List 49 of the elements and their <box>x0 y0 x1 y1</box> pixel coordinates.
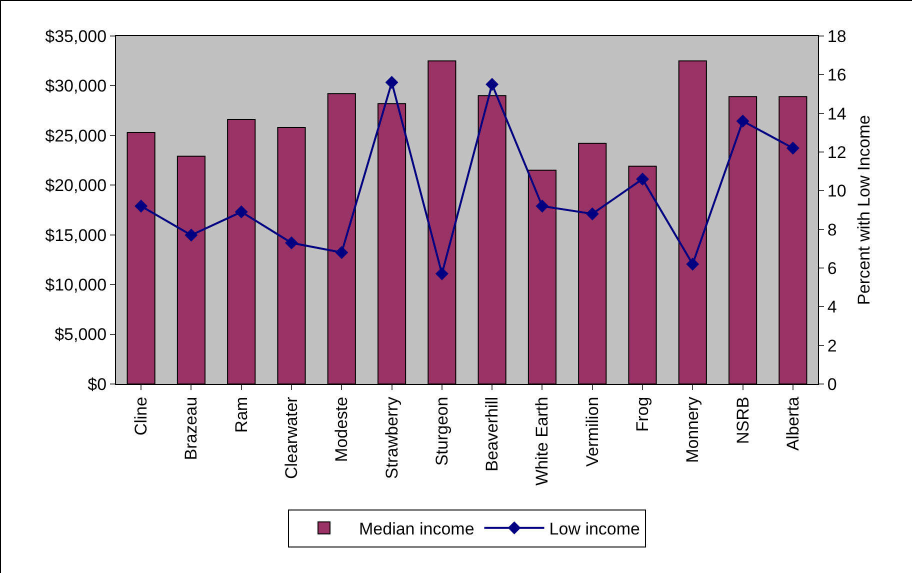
y-tick-label: $10,000 <box>45 276 107 295</box>
y2-tick-label: 10 <box>827 182 846 201</box>
point <box>736 114 750 128</box>
point <box>435 267 448 280</box>
point <box>335 246 348 260</box>
x-tick-label: Beaverhill <box>482 396 502 472</box>
point <box>486 78 499 91</box>
point <box>385 76 398 89</box>
y2-tick-label: 2 <box>827 336 837 356</box>
y2-tick-label: 16 <box>827 66 846 85</box>
x-tick-label: Brazeau <box>182 396 201 460</box>
y2-tick-label: 14 <box>827 104 846 124</box>
y-tick-label: $30,000 <box>45 76 107 96</box>
y2-axis-title: Percent with Low Income <box>854 115 874 305</box>
point <box>586 207 599 220</box>
y-tick-label: $0 <box>88 374 107 394</box>
x-tick-label: Modeste <box>332 396 352 462</box>
x-tick-label: Cline <box>132 396 151 436</box>
x-tick-label: Clearwater <box>282 396 302 480</box>
y2-tick-label: 6 <box>827 258 837 278</box>
y2-tick-label: 12 <box>827 142 846 162</box>
point <box>184 228 198 242</box>
x-tick-label: NSRB <box>733 396 752 444</box>
y-tick-label: $15,000 <box>45 226 107 245</box>
point <box>536 200 549 213</box>
x-tick-label: Strawberry <box>382 396 402 479</box>
y-tick-label: $25,000 <box>45 126 107 146</box>
y-tick-label: $5,000 <box>54 325 107 344</box>
x-tick-label: Monnery <box>683 396 702 463</box>
point <box>285 236 298 250</box>
x-tick-label: White Earth <box>532 396 552 486</box>
x-tick-label: Vermilion <box>582 396 602 467</box>
point <box>636 172 649 186</box>
legend-label: Median income <box>359 519 474 538</box>
point <box>234 205 248 218</box>
x-tick-label: Frog <box>633 396 652 432</box>
y2-tick-label: 0 <box>827 374 837 394</box>
y-tick-label: $20,000 <box>45 176 107 196</box>
y2-tick-label: 4 <box>827 298 837 317</box>
y-tick-label: $35,000 <box>45 26 107 46</box>
x-tick-label: Ram <box>232 396 251 433</box>
x-tick-label: Sturgeon <box>432 396 452 466</box>
y2-tick-label: 8 <box>827 220 837 240</box>
point <box>134 200 148 213</box>
y2-tick-label: 18 <box>827 26 846 46</box>
x-tick-label: Alberta <box>783 396 802 451</box>
point <box>786 142 800 155</box>
legend-label: Low income <box>549 519 640 538</box>
point <box>686 258 700 271</box>
